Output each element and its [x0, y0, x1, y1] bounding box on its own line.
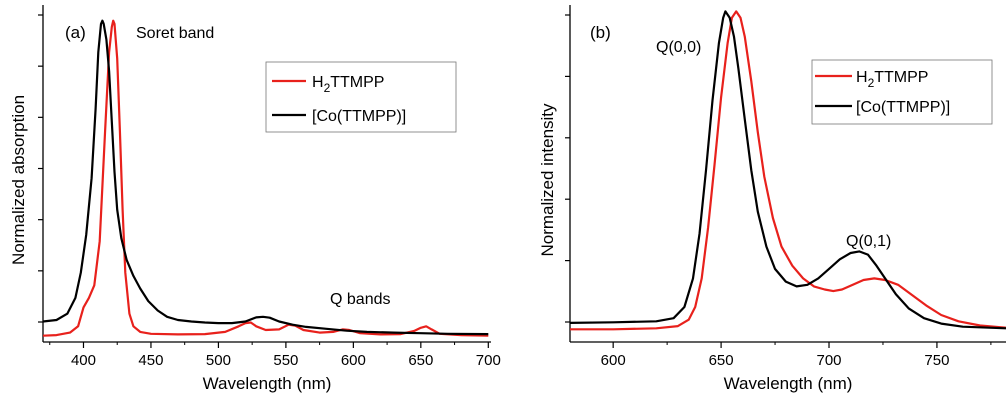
x-tick-label-b-750: 750 [924, 352, 949, 369]
x-tick-label-b-650: 650 [709, 352, 734, 369]
panel-label-b: (b) [590, 23, 611, 42]
x-tick-label-a-700: 700 [476, 352, 501, 369]
x-tick-label-a-600: 600 [341, 352, 366, 369]
legend-label-h2ttmpp-b-sub: 2 [868, 76, 875, 90]
y-ticks-a [38, 14, 43, 323]
legend-label-h2ttmpp-b: H2TTMPP [856, 69, 928, 90]
x-tick-label-a-650: 650 [408, 352, 433, 369]
series-line-a-h2ttmpp [42, 19, 489, 337]
plot-area-a [43, 5, 491, 342]
y-ticks-b [565, 14, 570, 323]
panel-a-absorption-chart: 400 450 500 550 600 650 700 (a) Soret band Q b… [9, 5, 501, 393]
x-axis-title-a: Wavelength (nm) [203, 374, 332, 393]
legend-label-co-b: [Co(TTMPP)] [856, 99, 950, 116]
x-tick-label-a-400: 400 [71, 352, 96, 369]
annotation-q-bands: Q bands [330, 291, 390, 308]
legend-label-h2ttmpp-a-main: H [312, 74, 324, 91]
legend-a: H2TTMPP [Co(TTMPP)] [265, 61, 457, 133]
y-axis-title-b: Normalized intensity [538, 103, 557, 257]
series-b [569, 10, 1006, 331]
annotation-soret-band: Soret band [136, 25, 214, 42]
y-axis-title-a: Normalized absorption [9, 95, 28, 265]
legend-b: H2TTMPP [Co(TTMPP)] [811, 59, 993, 125]
x-ticks-a: 400 450 500 550 600 650 700 [49, 342, 501, 369]
legend-label-h2ttmpp-a-rest: TTMPP [330, 74, 384, 91]
x-axis-title-b: Wavelength (nm) [724, 374, 853, 393]
legend-box-a [265, 61, 457, 133]
x-tick-label-a-550: 550 [273, 352, 298, 369]
legend-label-h2ttmpp-a-sub: 2 [324, 81, 331, 95]
annotation-q01: Q(0,1) [846, 233, 891, 250]
x-tick-label-b-700: 700 [816, 352, 841, 369]
series-line-b-co-ttmpp [569, 10, 1006, 330]
panel-label-a: (a) [65, 23, 86, 42]
legend-label-co-a: [Co(TTMPP)] [312, 108, 406, 125]
x-tick-label-a-500: 500 [206, 352, 231, 369]
series-line-a-co-ttmpp [42, 19, 489, 336]
annotation-q00: Q(0,0) [656, 39, 701, 56]
x-tick-label-b-600: 600 [601, 352, 626, 369]
series-a [42, 19, 489, 337]
series-line-b-h2ttmpp [570, 10, 1006, 331]
legend-label-h2ttmpp-b-main: H [856, 69, 868, 86]
legend-label-h2ttmpp-b-rest: TTMPP [874, 69, 928, 86]
legend-box-b [811, 59, 993, 125]
panel-b-emission-chart: 600 650 700 750 (b) Q(0,0) Q(0,1) Wavelengt… [538, 5, 1006, 393]
x-ticks-b: 600 650 700 750 [601, 342, 992, 369]
legend-label-h2ttmpp-a: H2TTMPP [312, 74, 384, 95]
x-tick-label-a-450: 450 [138, 352, 163, 369]
